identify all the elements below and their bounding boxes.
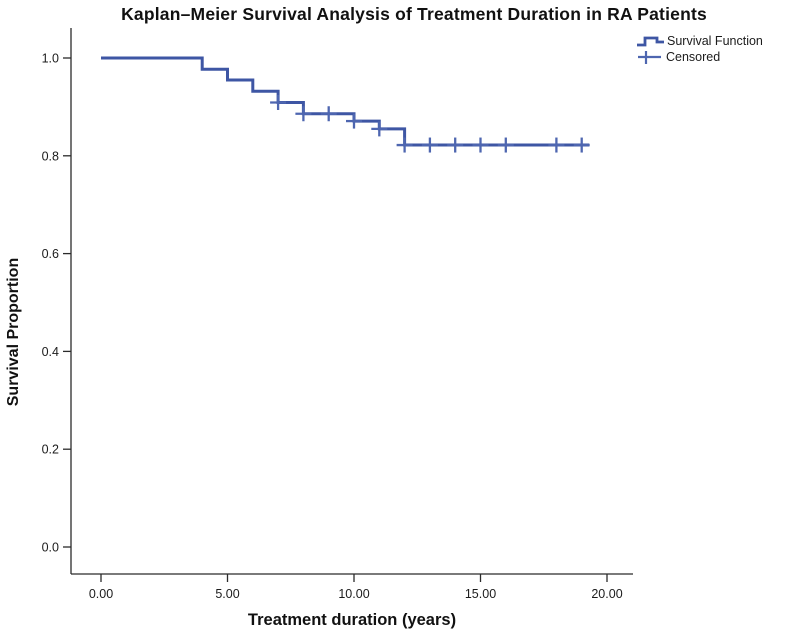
survival-step-curve — [101, 56, 590, 147]
plus-marker-icon — [638, 51, 661, 64]
x-axis-title: Treatment duration (years) — [247, 611, 457, 629]
legend-label-censored: Censored — [666, 50, 721, 64]
y-tick-label: 0.8 — [42, 149, 59, 163]
chart-title: Kaplan–Meier Survival Analysis of Treatm… — [121, 4, 707, 24]
x-tick-label: 5.00 — [215, 587, 239, 601]
legend-label-survival-function: Survival Function — [667, 34, 763, 48]
x-tick-label: 15.00 — [465, 587, 496, 601]
y-tick-label: 0.0 — [42, 541, 59, 555]
x-tick-label: 0.00 — [89, 587, 113, 601]
legend-item-survival-function: Survival Function — [636, 33, 763, 49]
x-tick-label: 20.00 — [591, 587, 622, 601]
legend: Survival Function Censored — [636, 33, 763, 65]
step-line-icon — [637, 36, 664, 47]
y-tick-label: 0.2 — [42, 443, 59, 457]
y-tick-label: 1.0 — [42, 52, 59, 66]
y-tick-label: 0.4 — [42, 345, 59, 359]
x-tick-label: 10.00 — [338, 587, 369, 601]
y-tick-label: 0.6 — [42, 247, 59, 261]
legend-item-censored: Censored — [636, 49, 763, 65]
